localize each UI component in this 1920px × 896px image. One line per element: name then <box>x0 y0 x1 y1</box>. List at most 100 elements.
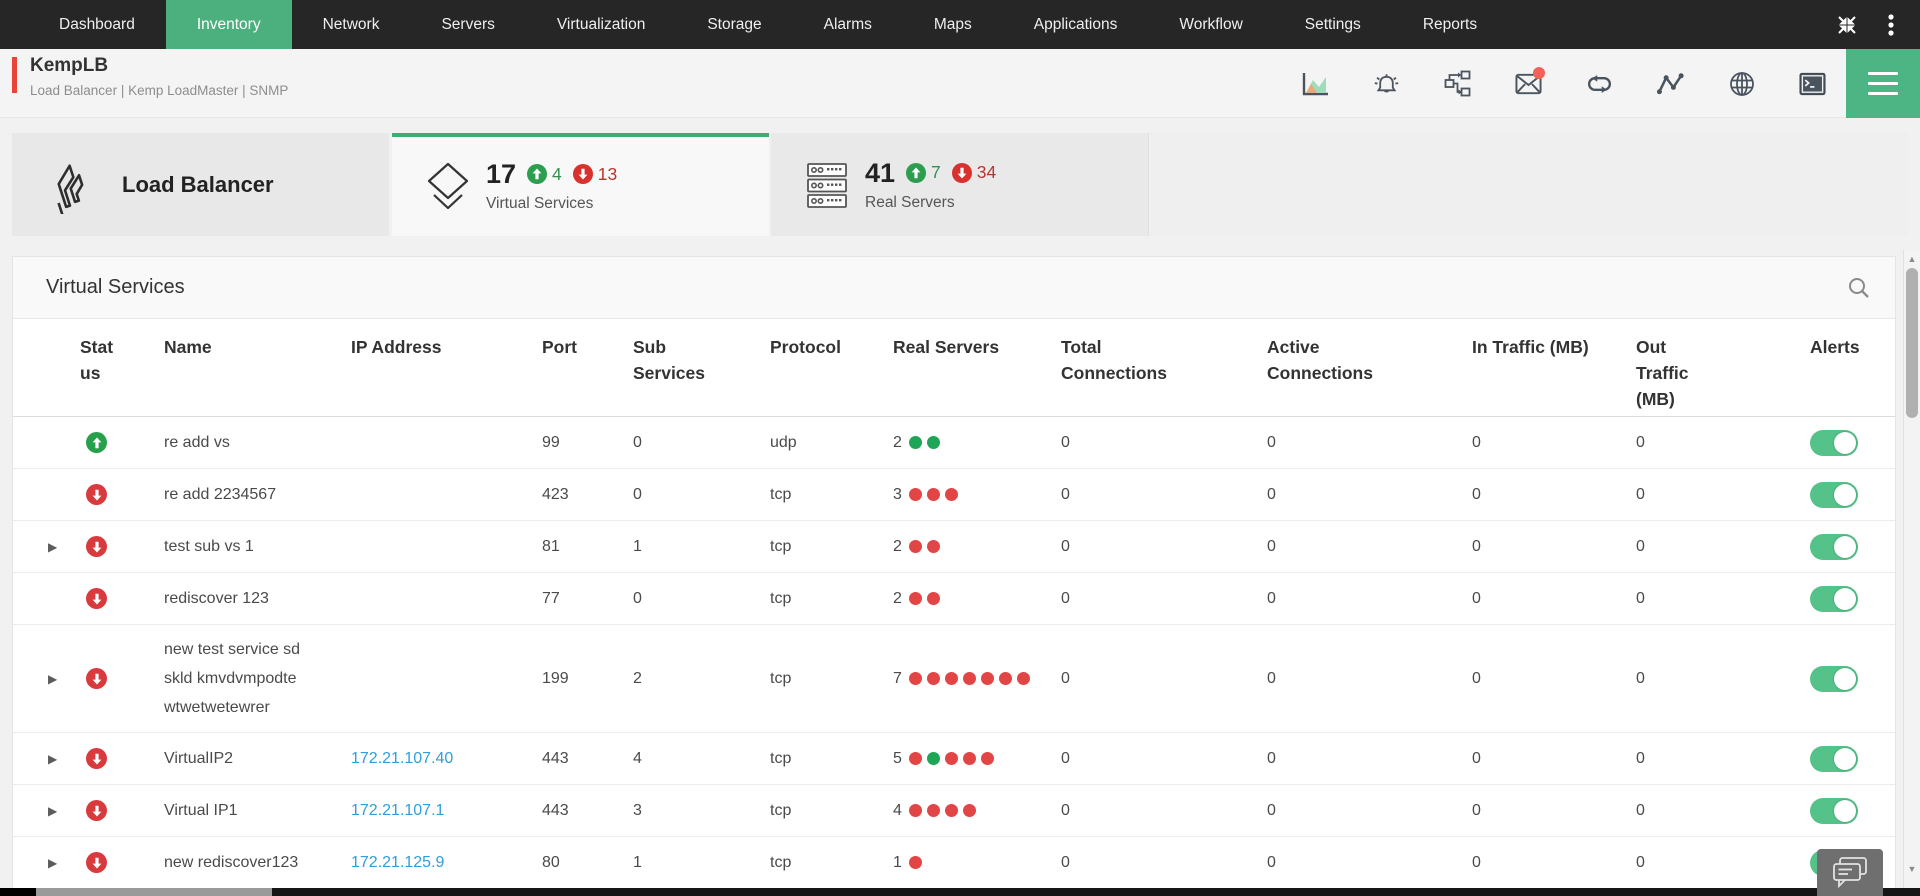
column-header-out-traffic-mb-[interactable]: Out Traffic (MB) <box>1636 337 1689 409</box>
column-header-name[interactable]: Name <box>164 337 212 357</box>
column-header-alerts[interactable]: Alerts <box>1810 337 1860 357</box>
alerts-toggle-on[interactable] <box>1810 481 1858 508</box>
tab-virtual-services[interactable]: 17 4 13 Virtual Services <box>392 133 769 236</box>
real-server-status-dot-red <box>944 804 958 817</box>
column-header-ip-address[interactable]: IP Address <box>351 337 442 357</box>
expand-arrow-icon[interactable]: ▶ <box>48 803 58 818</box>
workflow-icon[interactable] <box>1444 70 1471 97</box>
area-chart-icon[interactable] <box>1302 70 1329 97</box>
nav-item-settings[interactable]: Settings <box>1304 15 1361 33</box>
nav-item-workflow[interactable]: Workflow <box>1179 15 1243 33</box>
column-header-real-servers[interactable]: Real Servers <box>893 337 1000 357</box>
horizontal-scrollbar[interactable] <box>0 888 1920 896</box>
nav-items: Dashboard Inventory Network Servers Virtuali… <box>28 0 1508 49</box>
nav-item-alarms[interactable]: Alarms <box>823 15 872 33</box>
real-servers-count: 2 <box>893 537 902 555</box>
chat-widget-button[interactable] <box>1817 849 1883 896</box>
alerts-toggle-on[interactable] <box>1810 797 1858 824</box>
out-traffic-value: 0 <box>1636 589 1645 607</box>
expand-arrow-icon[interactable]: ▶ <box>48 751 58 766</box>
alarm-bell-icon[interactable] <box>1373 70 1400 97</box>
expand-arrow-icon[interactable]: ▶ <box>48 855 58 870</box>
alerts-toggle-on[interactable] <box>1810 745 1858 772</box>
real-servers-count: 1 <box>893 853 902 871</box>
globe-icon[interactable] <box>1728 70 1755 97</box>
in-traffic-value: 0 <box>1472 749 1481 767</box>
out-traffic-value: 0 <box>1636 537 1645 555</box>
horizontal-scrollbar-thumb[interactable] <box>36 888 272 896</box>
real-servers-count: 41 <box>865 157 896 188</box>
terminal-icon[interactable] <box>1799 70 1826 97</box>
collapse-icon[interactable] <box>1834 12 1860 38</box>
nav-item-applications[interactable]: Applications <box>1033 15 1118 33</box>
port-value: 80 <box>542 853 560 871</box>
active-connections-value: 0 <box>1267 589 1276 607</box>
nav-item-storage[interactable]: Storage <box>707 15 762 33</box>
ip-address-link[interactable]: 172.21.125.9 <box>351 853 445 871</box>
scroll-up-arrow[interactable]: ▲ <box>1907 254 1917 264</box>
nav-item-dashboard[interactable]: Dashboard <box>59 15 135 33</box>
search-icon[interactable] <box>1847 276 1871 300</box>
column-header-protocol[interactable]: Protocol <box>770 337 841 357</box>
scroll-down-arrow[interactable]: ▼ <box>1907 864 1917 874</box>
status-down-icon <box>86 484 107 505</box>
real-server-status-dot-red <box>926 540 940 553</box>
nav-item-maps[interactable]: Maps <box>933 15 972 33</box>
overflow-menu-icon[interactable] <box>1878 12 1904 38</box>
real-servers-cell: 4 <box>893 802 1061 820</box>
sub-services-value: 4 <box>633 749 642 767</box>
expand-arrow-icon[interactable]: ▶ <box>48 671 58 686</box>
port-value: 199 <box>542 669 569 687</box>
nav-item-reports[interactable]: Reports <box>1422 15 1478 33</box>
real-server-status-dot-red <box>962 672 976 685</box>
alerts-toggle-on[interactable] <box>1810 585 1858 612</box>
device-title: KempLB <box>30 55 109 76</box>
column-header-sub-services[interactable]: Sub Services <box>633 337 706 383</box>
total-connections-value: 0 <box>1061 801 1070 819</box>
vertical-scrollbar-thumb[interactable] <box>1906 268 1918 418</box>
ip-address-link[interactable]: 172.21.107.40 <box>351 749 454 767</box>
expand-arrow-icon[interactable]: ▶ <box>48 539 58 554</box>
nav-item-servers[interactable]: Servers <box>441 15 495 33</box>
service-name: new test service sd skld kmvdvmpodte wtw… <box>164 641 301 716</box>
section-load-balancer: Load Balancer <box>12 133 389 236</box>
real-server-status-dot-red <box>926 488 940 501</box>
sub-services-value: 0 <box>633 485 642 503</box>
performance-graph-icon[interactable] <box>1657 70 1684 97</box>
vertical-scrollbar[interactable]: ▲ ▼ <box>1903 250 1920 888</box>
table-row: re add vs 99 0 udp 2 0 0 0 0 <box>13 417 1895 469</box>
virtual-services-icon <box>427 162 469 210</box>
real-server-status-dot-red <box>926 592 940 605</box>
tab-real-servers[interactable]: 41 7 34 Real Servers <box>771 133 1149 236</box>
alerts-toggle-on[interactable] <box>1810 665 1858 692</box>
column-header-total-connections[interactable]: Total Connections <box>1061 337 1167 383</box>
alerts-toggle-on[interactable] <box>1810 429 1858 456</box>
active-connections-value: 0 <box>1267 433 1276 451</box>
mail-icon[interactable] <box>1515 67 1545 97</box>
out-traffic-value: 0 <box>1636 749 1645 767</box>
hamburger-menu-icon[interactable] <box>1846 49 1920 118</box>
column-header-port[interactable]: Port <box>542 337 577 357</box>
real-server-status-dot-green <box>926 752 940 765</box>
table-row: rediscover 123 77 0 tcp 2 0 0 0 0 <box>13 573 1895 625</box>
ip-address-link[interactable]: 172.21.107.1 <box>351 801 445 819</box>
column-header-active-connections[interactable]: Active Connections <box>1267 337 1373 383</box>
sub-services-value: 2 <box>633 669 642 687</box>
column-header-status[interactable]: Status <box>80 337 114 383</box>
alerts-toggle-on[interactable] <box>1810 533 1858 560</box>
tab-strip: Load Balancer 17 4 <box>12 133 1908 236</box>
active-connections-value: 0 <box>1267 853 1276 871</box>
real-server-status-dot-red <box>926 672 940 685</box>
scroll-left-button[interactable] <box>0 888 36 896</box>
real-servers-cell: 5 <box>893 750 1061 768</box>
service-name: re add 2234567 <box>164 486 277 503</box>
real-server-status-dot-red <box>980 752 994 765</box>
column-header-in-traffic-mb-[interactable]: In Traffic (MB) <box>1472 337 1589 357</box>
up-arrow-icon <box>527 164 548 184</box>
nav-item-network[interactable]: Network <box>322 15 380 33</box>
status-down-icon <box>86 588 107 609</box>
nav-item-virtualization[interactable]: Virtualization <box>556 15 646 33</box>
loop-icon[interactable] <box>1586 70 1613 97</box>
nav-item-inventory[interactable]: Inventory <box>165 0 292 49</box>
real-servers-count: 2 <box>893 433 902 451</box>
